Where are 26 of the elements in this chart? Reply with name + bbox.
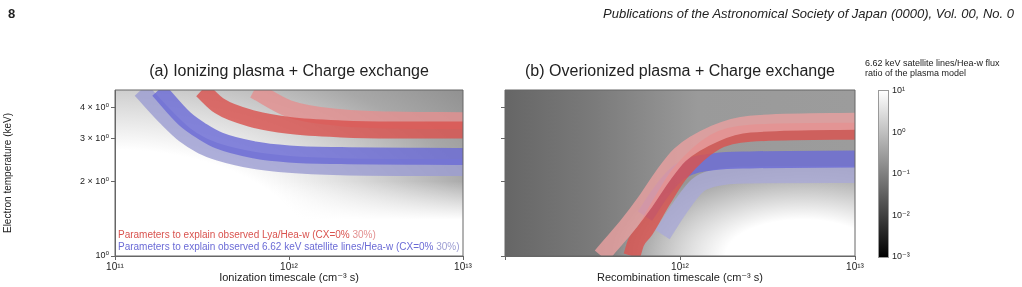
- x-tick-label: 10¹²: [280, 260, 299, 272]
- text: 10⁰: [892, 125, 906, 138]
- x-axis-title: Ionization timescale (cm⁻³ s): [219, 271, 359, 284]
- text: 10⁻¹: [892, 167, 910, 179]
- x-tick-label: 10¹²: [671, 260, 690, 272]
- text: 30%): [352, 229, 376, 240]
- y-tick-label: 2 × 10⁰: [80, 176, 110, 187]
- chart-title: (b) Overionized plasma + Charge exchange: [525, 62, 836, 79]
- x-tick-label: 10¹³: [454, 260, 473, 272]
- x-tick-label: 10¹¹: [106, 260, 125, 272]
- x-tick-label: 10¹³: [846, 260, 865, 272]
- y-tick-label: 4 × 10⁰: [80, 101, 110, 112]
- text: Parameters to explain observed Lya/Hea-w (CX=0%: [118, 229, 350, 240]
- y-axis-title: Electron temperature (keV): [1, 112, 13, 234]
- text: 10¹: [892, 84, 906, 96]
- text: 30%): [436, 241, 460, 252]
- text: Parameters to explain observed 6.62 keV satellite lines/Hea-w (CX=0%: [118, 241, 434, 252]
- y-tick-label: 3 × 10⁰: [80, 132, 110, 143]
- chart-title: (a) Ionizing plasma + Charge exchange: [149, 62, 429, 79]
- text: Publications of the Astronomical Society of Japan (0000), Vol. 00, No. 0: [603, 6, 1014, 21]
- x-axis-title: Recombination timescale (cm⁻³ s): [597, 271, 763, 284]
- text: 10⁻²: [892, 208, 910, 221]
- y-tick-label: 10⁰: [95, 250, 110, 261]
- text: 10⁻³: [892, 250, 910, 262]
- color-bar-title: 6.62 keV satellite lines/Hea-w flux ratio of the plasma model: [865, 58, 1001, 78]
- text: 8: [8, 6, 16, 21]
